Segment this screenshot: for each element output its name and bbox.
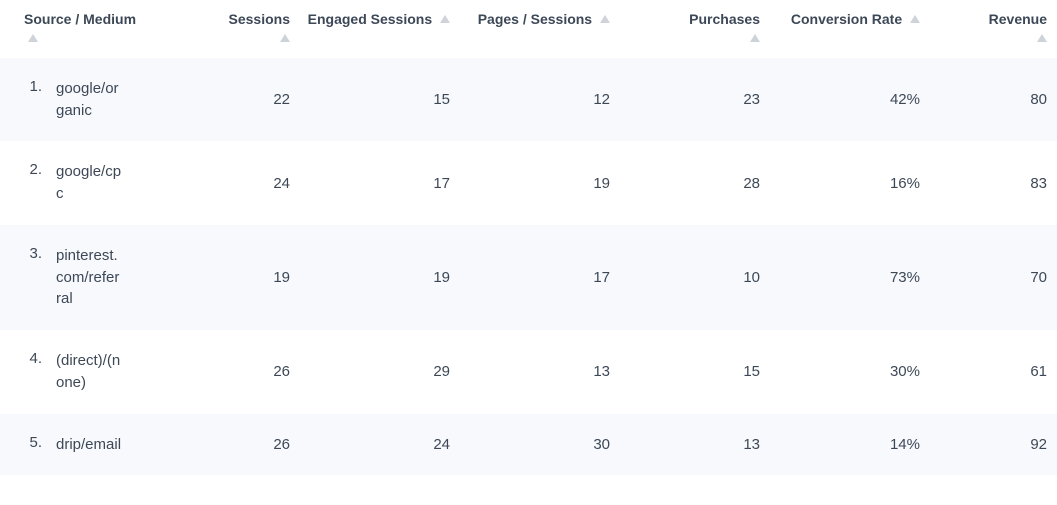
cell-engaged: 15	[300, 58, 460, 142]
source-medium-cell: 4. (direct)/(none)	[24, 350, 150, 394]
table-row[interactable]: 2. google/cpc 24 17 19 28 16% 83	[0, 141, 1057, 225]
cell-conversion-rate: 16%	[770, 141, 930, 225]
sort-asc-icon	[600, 15, 610, 23]
col-header-pages-sessions[interactable]: Pages / Sessions	[460, 0, 620, 58]
cell-sessions: 26	[160, 414, 300, 476]
source-medium-cell: 5. drip/email	[24, 434, 150, 456]
analytics-table: Source / Medium Sessions Engaged Session…	[0, 0, 1057, 475]
cell-pages-sessions: 19	[460, 141, 620, 225]
source-medium-label: pinterest.com/referral	[56, 245, 124, 310]
cell-pages-sessions: 17	[460, 225, 620, 330]
cell-purchases: 15	[620, 330, 770, 414]
source-medium-label: google/organic	[56, 78, 124, 122]
sort-asc-icon	[280, 34, 290, 42]
col-header-revenue[interactable]: Revenue	[930, 0, 1057, 58]
cell-pages-sessions: 13	[460, 330, 620, 414]
cell-engaged: 17	[300, 141, 460, 225]
sort-asc-icon	[440, 15, 450, 23]
col-header-label: Purchases	[689, 10, 760, 29]
table-body: 1. google/organic 22 15 12 23 42% 80 2. …	[0, 58, 1057, 476]
cell-pages-sessions: 12	[460, 58, 620, 142]
cell-sessions: 24	[160, 141, 300, 225]
cell-engaged: 19	[300, 225, 460, 330]
col-header-label: Source / Medium	[24, 10, 136, 29]
cell-engaged: 29	[300, 330, 460, 414]
table-row[interactable]: 5. drip/email 26 24 30 13 14% 92	[0, 414, 1057, 476]
source-medium-cell: 3. pinterest.com/referral	[24, 245, 150, 310]
source-medium-cell: 2. google/cpc	[24, 161, 150, 205]
col-header-conversion-rate[interactable]: Conversion Rate	[770, 0, 930, 58]
row-index: 2.	[24, 161, 42, 178]
col-header-label: Conversion Rate	[791, 10, 902, 29]
cell-purchases: 13	[620, 414, 770, 476]
table-row[interactable]: 1. google/organic 22 15 12 23 42% 80	[0, 58, 1057, 142]
source-medium-label: drip/email	[56, 434, 124, 456]
source-medium-cell: 1. google/organic	[24, 78, 150, 122]
col-header-label: Engaged Sessions	[308, 10, 432, 29]
cell-conversion-rate: 42%	[770, 58, 930, 142]
sort-asc-icon	[1037, 34, 1047, 42]
cell-revenue: 61	[930, 330, 1057, 414]
cell-sessions: 22	[160, 58, 300, 142]
table-row[interactable]: 3. pinterest.com/referral 19 19 17 10 73…	[0, 225, 1057, 330]
row-index: 4.	[24, 350, 42, 367]
row-index: 3.	[24, 245, 42, 262]
row-index: 5.	[24, 434, 42, 451]
col-header-label: Pages / Sessions	[478, 10, 592, 29]
cell-revenue: 83	[930, 141, 1057, 225]
cell-engaged: 24	[300, 414, 460, 476]
cell-purchases: 28	[620, 141, 770, 225]
col-header-label: Revenue	[989, 10, 1047, 29]
cell-revenue: 92	[930, 414, 1057, 476]
cell-revenue: 70	[930, 225, 1057, 330]
col-header-purchases[interactable]: Purchases	[620, 0, 770, 58]
analytics-table-wrap: Source / Medium Sessions Engaged Session…	[0, 0, 1057, 475]
row-index: 1.	[24, 78, 42, 95]
table-row[interactable]: 4. (direct)/(none) 26 29 13 15 30% 61	[0, 330, 1057, 414]
cell-sessions: 26	[160, 330, 300, 414]
cell-conversion-rate: 73%	[770, 225, 930, 330]
sort-asc-icon	[28, 34, 38, 42]
sort-asc-icon	[910, 15, 920, 23]
col-header-engaged[interactable]: Engaged Sessions	[300, 0, 460, 58]
cell-conversion-rate: 14%	[770, 414, 930, 476]
cell-sessions: 19	[160, 225, 300, 330]
col-header-label: Sessions	[229, 10, 290, 29]
cell-revenue: 80	[930, 58, 1057, 142]
cell-conversion-rate: 30%	[770, 330, 930, 414]
cell-purchases: 10	[620, 225, 770, 330]
col-header-sessions[interactable]: Sessions	[160, 0, 300, 58]
sort-asc-icon	[750, 34, 760, 42]
source-medium-label: (direct)/(none)	[56, 350, 124, 394]
source-medium-label: google/cpc	[56, 161, 124, 205]
table-header-row: Source / Medium Sessions Engaged Session…	[0, 0, 1057, 58]
cell-purchases: 23	[620, 58, 770, 142]
cell-pages-sessions: 30	[460, 414, 620, 476]
col-header-source-medium[interactable]: Source / Medium	[0, 0, 160, 58]
